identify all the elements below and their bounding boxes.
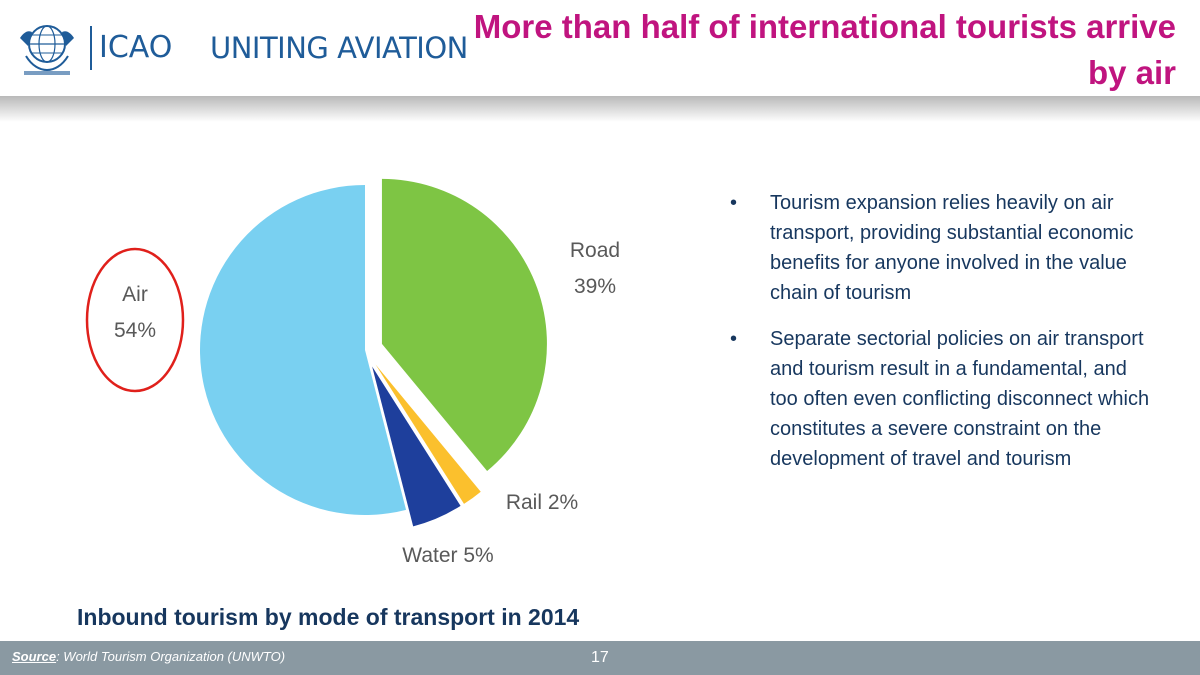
- pie-label-rail: Rail 2%: [506, 491, 578, 514]
- pie-slice-water: [372, 366, 461, 527]
- logo-divider: [90, 26, 92, 70]
- pie-label-road: Road 39%: [570, 239, 620, 298]
- bullet-item: • Separate sectorial policies on air tra…: [730, 324, 1150, 474]
- slide-header: ICAO UNITING AVIATION More than half of …: [0, 0, 1200, 100]
- pie-slice-rail: [375, 364, 481, 504]
- air-highlight-circle: [85, 247, 185, 393]
- pie-slice-air: [200, 185, 407, 515]
- chart-caption: Inbound tourism by mode of transport in …: [77, 604, 580, 630]
- page-number: 17: [591, 649, 609, 666]
- bullet-list: • Tourism expansion relies heavily on ai…: [730, 188, 1150, 490]
- bullet-marker: •: [730, 328, 738, 350]
- pie-chart: Road 39% Rail 2% Water 5% Air 54%: [85, 178, 620, 567]
- slide-title: More than half of international tourists…: [473, 8, 1176, 91]
- bullet-item: • Tourism expansion relies heavily on ai…: [730, 188, 1150, 308]
- source-text: : World Tourism Organization (UNWTO): [56, 649, 286, 664]
- source-note: Source: World Tourism Organization (UNWT…: [12, 649, 285, 664]
- pie-slice-road: [381, 178, 547, 472]
- bullet-marker: •: [730, 192, 738, 214]
- header-shadow: [0, 96, 1200, 122]
- bullet-text: Separate sectorial policies on air trans…: [770, 328, 1150, 470]
- pie-label-water: Water 5%: [402, 544, 493, 567]
- slide-footer: Source: World Tourism Organization (UNWT…: [0, 641, 1200, 675]
- source-label: Source: [12, 649, 57, 664]
- pie-label-air: Air 54%: [114, 283, 156, 342]
- logo-tagline: UNITING AVIATION: [210, 31, 468, 65]
- icao-wordmark: ICAO: [99, 30, 173, 65]
- bullet-text: Tourism expansion relies heavily on air …: [770, 192, 1134, 304]
- icao-emblem-icon: [20, 25, 74, 75]
